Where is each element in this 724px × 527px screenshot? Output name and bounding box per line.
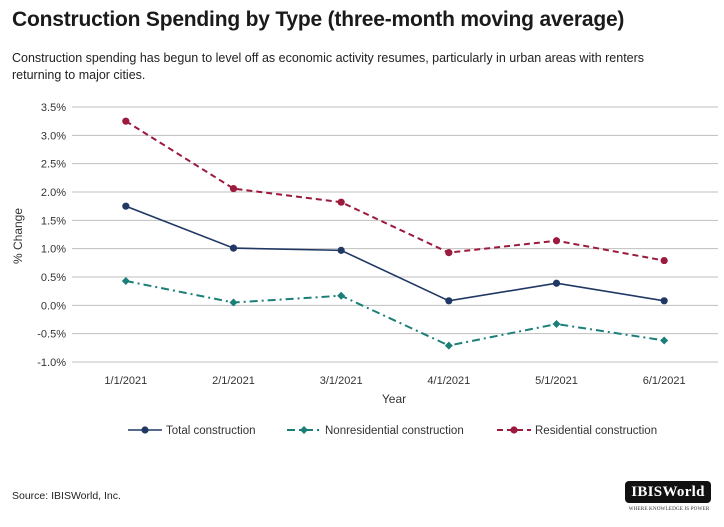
y-tick-label: 3.5% xyxy=(41,102,66,114)
legend: Total construction Nonresidential constru… xyxy=(128,425,657,437)
data-point xyxy=(122,202,130,210)
legend-label: Total construction xyxy=(166,425,256,437)
data-point xyxy=(660,297,668,305)
legend-item: Residential construction xyxy=(497,425,657,437)
data-point xyxy=(660,336,669,345)
y-tick-label: 3.0% xyxy=(41,130,66,142)
data-point xyxy=(337,246,345,254)
x-tick-label: 6/1/2021 xyxy=(643,375,686,387)
data-point xyxy=(444,341,453,350)
logo-wordmark: IBISWorld xyxy=(625,481,711,503)
data-point xyxy=(445,249,453,257)
data-point xyxy=(337,291,346,300)
series-line xyxy=(125,279,665,347)
data-point xyxy=(445,297,453,305)
data-point xyxy=(229,244,238,252)
data-point xyxy=(229,298,238,307)
y-tick-label: 2.5% xyxy=(41,159,66,171)
legend-label: Residential construction xyxy=(535,425,657,437)
data-point xyxy=(122,117,130,125)
x-tick-label: 5/1/2021 xyxy=(535,375,578,387)
y-tick-labels: 3.5% 3.0% 2.5% 2.0% 1.5% 1.0% 0.5% 0.0% -0.5% -1.… xyxy=(37,102,66,369)
y-tick-label: 0.0% xyxy=(41,300,66,312)
legend-item: Total construction xyxy=(128,425,256,437)
data-point xyxy=(552,279,561,287)
x-tick-label: 2/1/2021 xyxy=(212,375,255,387)
series-residential-construction xyxy=(122,117,668,265)
data-point xyxy=(121,276,130,285)
y-tick-label: -0.5% xyxy=(37,329,66,341)
series-line xyxy=(125,120,665,262)
legend-marker xyxy=(510,426,518,434)
series-group xyxy=(121,117,669,350)
y-axis-label: % Change xyxy=(11,208,25,264)
y-tick-label: -1.0% xyxy=(37,357,66,369)
legend-marker xyxy=(300,426,308,434)
y-tick-label: 0.5% xyxy=(41,272,66,284)
legend-item: Nonresidential construction xyxy=(287,425,464,437)
source-note: Source: IBISWorld, Inc. xyxy=(12,490,121,502)
series-total-construction xyxy=(122,202,668,305)
data-point xyxy=(229,185,238,193)
legend-marker xyxy=(141,426,149,434)
series-line xyxy=(125,205,665,302)
ibisworld-logo: IBISWorld WHERE KNOWLEDGE IS POWER xyxy=(625,481,713,515)
y-tick-label: 1.0% xyxy=(41,244,66,256)
legend-label: Nonresidential construction xyxy=(325,425,464,437)
data-point xyxy=(660,256,668,265)
x-axis-label: Year xyxy=(382,392,406,406)
chart-title: Construction Spending by Type (three-mon… xyxy=(12,8,625,31)
gridlines xyxy=(72,106,718,363)
chart-subtitle: Construction spending has begun to level… xyxy=(12,51,645,82)
x-tick-label: 4/1/2021 xyxy=(427,375,470,387)
x-tick-label: 1/1/2021 xyxy=(104,375,147,387)
series-nonresidential-construction xyxy=(121,276,669,350)
data-point xyxy=(552,320,561,329)
data-point xyxy=(337,198,345,206)
data-point xyxy=(552,237,561,245)
x-tick-labels: 1/1/2021 2/1/2021 3/1/2021 4/1/2021 5/1/2021… xyxy=(104,375,685,387)
y-tick-label: 1.5% xyxy=(41,215,66,227)
y-tick-label: 2.0% xyxy=(41,187,66,199)
logo-tagline: WHERE KNOWLEDGE IS POWER xyxy=(628,506,710,512)
x-tick-label: 3/1/2021 xyxy=(320,375,363,387)
